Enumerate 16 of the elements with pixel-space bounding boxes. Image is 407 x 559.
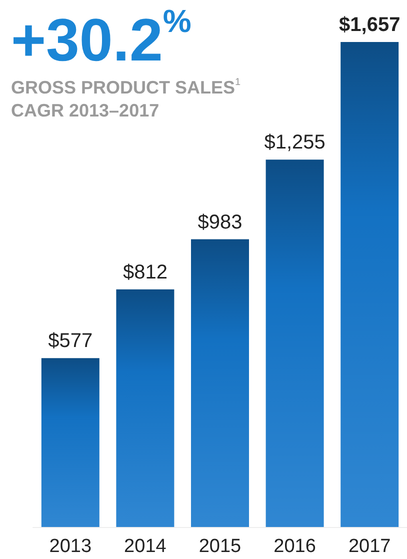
data-label: $1,255 (264, 132, 326, 154)
bar (340, 42, 399, 527)
data-label: $812 (122, 261, 168, 284)
bar (266, 160, 324, 527)
bar (191, 239, 249, 527)
data-label: $577 (48, 330, 93, 352)
data-label: $983 (198, 211, 242, 234)
x-tick-label: 2017 (348, 536, 391, 557)
x-tick-label: 2015 (198, 536, 242, 557)
x-tick-label: 2013 (49, 536, 92, 557)
bar (116, 289, 174, 527)
x-tick-label: 2016 (274, 536, 316, 557)
x-tick-label: 2014 (124, 536, 167, 557)
bar (41, 358, 100, 527)
chart-title: +30.2% (11, 3, 192, 74)
data-label: $1,657 (339, 14, 400, 36)
